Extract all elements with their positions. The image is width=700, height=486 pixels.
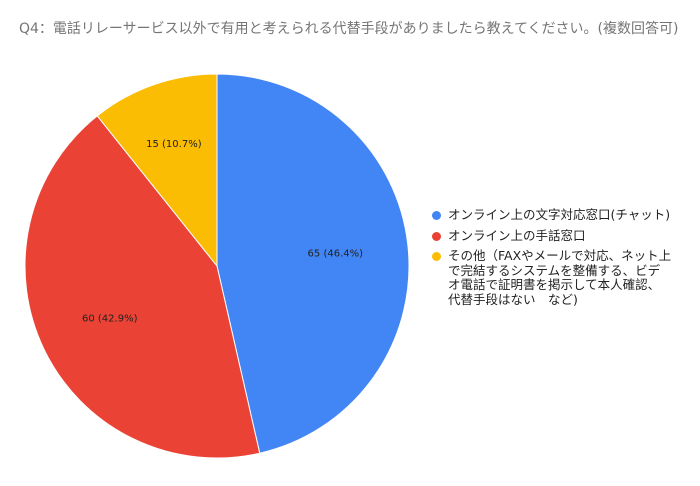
legend-item: その他（FAXやメールで対応、ネット上で完結するシステムを整備する、ビデオ電話で…	[432, 248, 672, 307]
legend-swatch	[432, 211, 441, 220]
pie-slice	[216, 73, 410, 454]
data-label: 15 (10.7%)	[146, 139, 202, 150]
pie-slice	[24, 115, 261, 459]
legend-label: オンライン上の文字対応窓口(チャット)	[448, 207, 671, 222]
legend-item: オンライン上の手話窓口	[432, 227, 672, 244]
pie-slice	[96, 73, 218, 268]
data-label: 60 (42.9%)	[82, 314, 138, 325]
legend-swatch	[432, 231, 441, 241]
chart-title: Q4：電話リレーサービス以外で有用と考えられる代替手段がありましたら教えてくださ…	[19, 21, 679, 37]
legend-label: オンライン上の手話窓口	[448, 227, 586, 243]
legend-item: オンライン上の文字対応窓口(チャット)	[432, 207, 672, 223]
legend-swatch	[432, 252, 441, 261]
data-label: 65 (46.4%)	[308, 249, 364, 260]
legend: オンライン上の文字対応窓口(チャット) オンライン上の手話窓口その他（FAXやメー…	[432, 207, 672, 313]
legend-label: その他（FAXやメールで対応、ネット上で完結するシステムを整備する、ビデオ電話で…	[448, 248, 672, 307]
